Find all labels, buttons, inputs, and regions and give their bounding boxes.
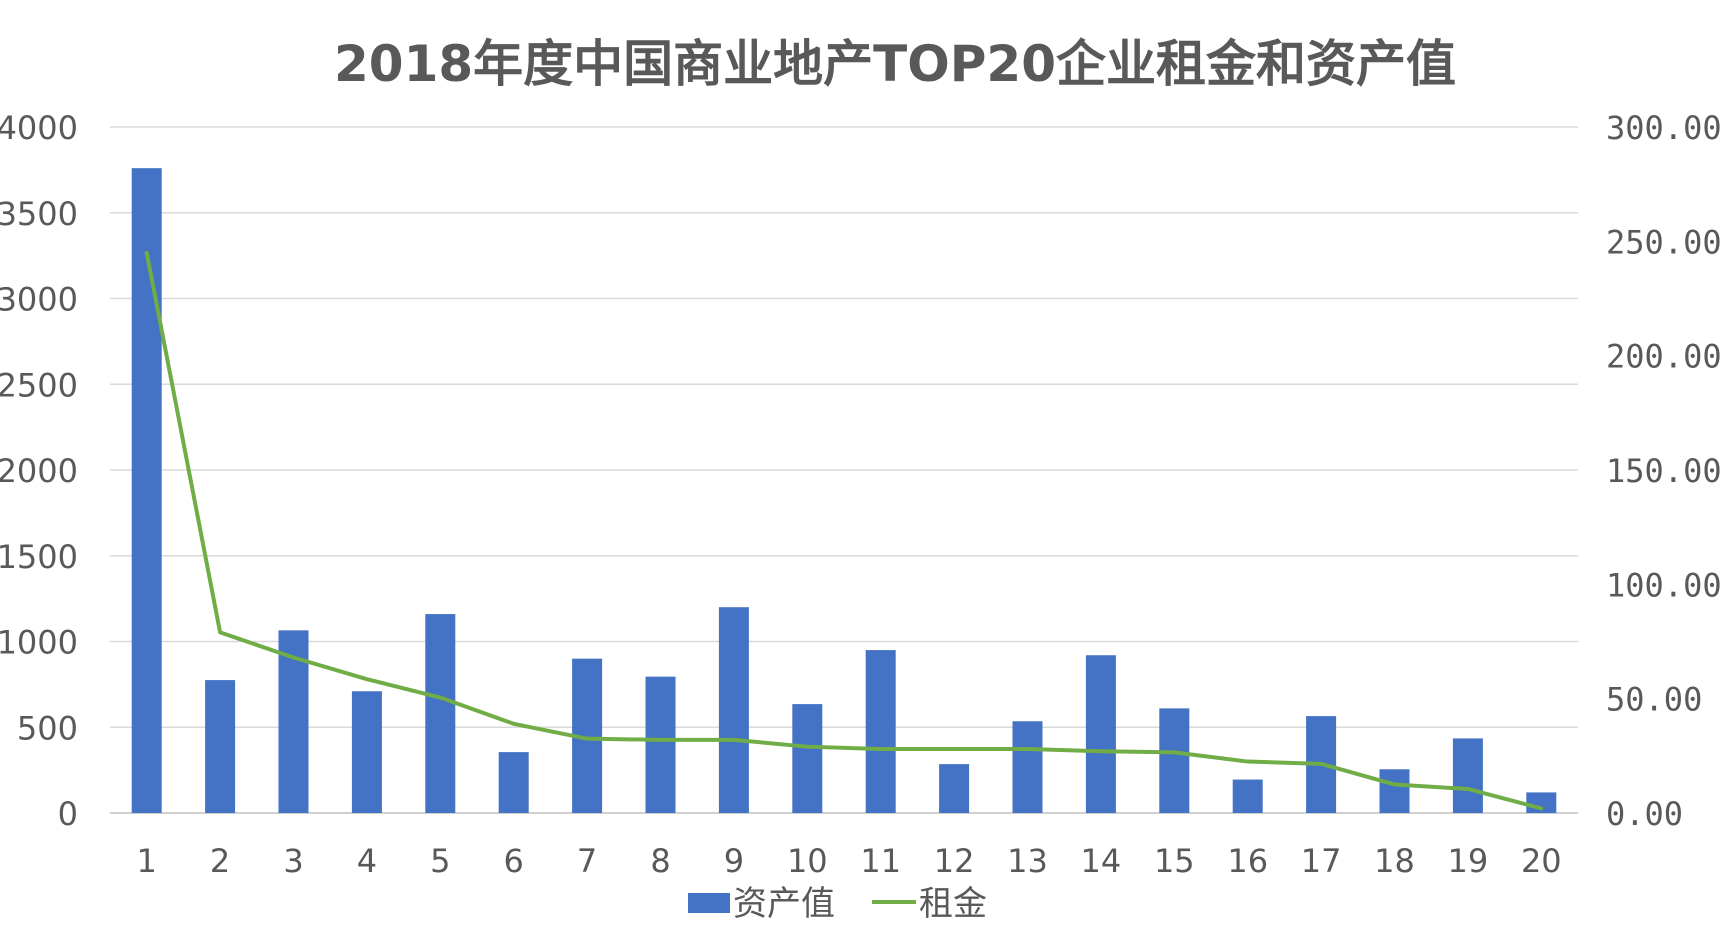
bar xyxy=(351,691,382,813)
x-tick-label: 4 xyxy=(357,842,377,880)
y-right-tick-label: 0.00 xyxy=(1606,795,1683,833)
rent-line xyxy=(144,250,1544,811)
line-point xyxy=(1466,787,1470,791)
y-right-tick-label: 300.00 xyxy=(1606,109,1722,147)
y-left-tick-label: 4000 xyxy=(0,109,78,147)
legend-swatch-bar xyxy=(688,893,730,913)
line-point xyxy=(1099,749,1103,753)
x-tick-label: 17 xyxy=(1301,842,1342,880)
y-left-tick-label: 1500 xyxy=(0,538,78,576)
x-tick-label: 3 xyxy=(283,842,303,880)
bar xyxy=(1085,655,1116,813)
line-point xyxy=(145,251,149,255)
line-point xyxy=(805,745,809,749)
line-point xyxy=(1393,782,1396,786)
x-tick-label: 10 xyxy=(787,842,828,880)
y-right-tick-label: 200.00 xyxy=(1606,338,1722,376)
bar xyxy=(792,704,823,813)
x-tick-label: 15 xyxy=(1154,842,1195,880)
x-tick-label: 13 xyxy=(1007,842,1048,880)
legend: 资产值 租金 xyxy=(688,884,987,924)
y-left-tick-label: 0 xyxy=(58,795,78,833)
y-left-tick-label: 500 xyxy=(17,709,78,747)
x-tick-label: 12 xyxy=(934,842,975,880)
y-right-tick-label: 100.00 xyxy=(1606,566,1722,604)
bar xyxy=(865,650,896,813)
line-point xyxy=(659,738,662,742)
line-point xyxy=(1172,750,1176,754)
line-point xyxy=(438,696,442,700)
line-point xyxy=(512,722,516,726)
legend-label-rent: 租金 xyxy=(919,884,987,924)
x-tick-label: 5 xyxy=(430,842,450,880)
x-tick-label: 16 xyxy=(1227,842,1268,880)
y-right-tick-label: 50.00 xyxy=(1606,681,1702,719)
x-tick-label: 1 xyxy=(137,842,157,880)
bar xyxy=(131,168,162,813)
y-left-tick-label: 3500 xyxy=(0,195,78,233)
x-tick-label: 11 xyxy=(860,842,901,880)
chart-title: 2018年度中国商业地产TOP20企业租金和资产值 xyxy=(334,35,1456,93)
line-point xyxy=(365,677,369,681)
bar xyxy=(205,680,236,813)
bar xyxy=(1452,738,1483,813)
y-left-tick-label: 3000 xyxy=(0,281,78,319)
bar xyxy=(425,614,456,813)
line-point xyxy=(585,737,589,741)
line-point xyxy=(1246,760,1250,764)
bar-series-asset-value xyxy=(131,168,1557,813)
y-right-tick-label: 250.00 xyxy=(1606,223,1722,261)
line-point xyxy=(1539,806,1543,810)
line-point xyxy=(1026,747,1029,751)
bar xyxy=(498,752,529,813)
bar xyxy=(1232,779,1263,813)
x-tick-label: 20 xyxy=(1521,842,1562,880)
line-point xyxy=(879,747,883,751)
y-left-tick-label: 2000 xyxy=(0,452,78,490)
legend-label-asset-value: 资产值 xyxy=(733,884,835,924)
x-tick-label: 9 xyxy=(724,842,744,880)
x-tick-label: 6 xyxy=(504,842,524,880)
y-right-tick-label: 150.00 xyxy=(1606,452,1722,490)
bar xyxy=(939,764,970,813)
bar xyxy=(1379,769,1410,813)
axes: 0 500 1000 1500 2000 2500 3000 3500 4000 0.00 50.0… xyxy=(0,109,1722,880)
y-left-tick-label: 2500 xyxy=(0,366,78,404)
line-point xyxy=(218,630,222,634)
bar xyxy=(645,676,676,813)
x-tick-label: 18 xyxy=(1374,842,1415,880)
x-tick-label: 14 xyxy=(1081,842,1122,880)
line-point xyxy=(952,747,956,751)
x-tick-label: 7 xyxy=(577,842,597,880)
x-tick-label: 2 xyxy=(210,842,230,880)
bar xyxy=(1159,708,1190,813)
line-point xyxy=(292,656,295,660)
x-tick-label: 19 xyxy=(1448,842,1489,880)
line-point xyxy=(732,738,736,742)
bar xyxy=(1012,721,1043,813)
gridlines xyxy=(110,126,1578,814)
line-point xyxy=(1319,762,1323,766)
bar xyxy=(718,607,749,813)
x-tick-label: 8 xyxy=(650,842,670,880)
y-left-tick-label: 1000 xyxy=(0,624,78,662)
line-series-rent xyxy=(144,250,1544,811)
